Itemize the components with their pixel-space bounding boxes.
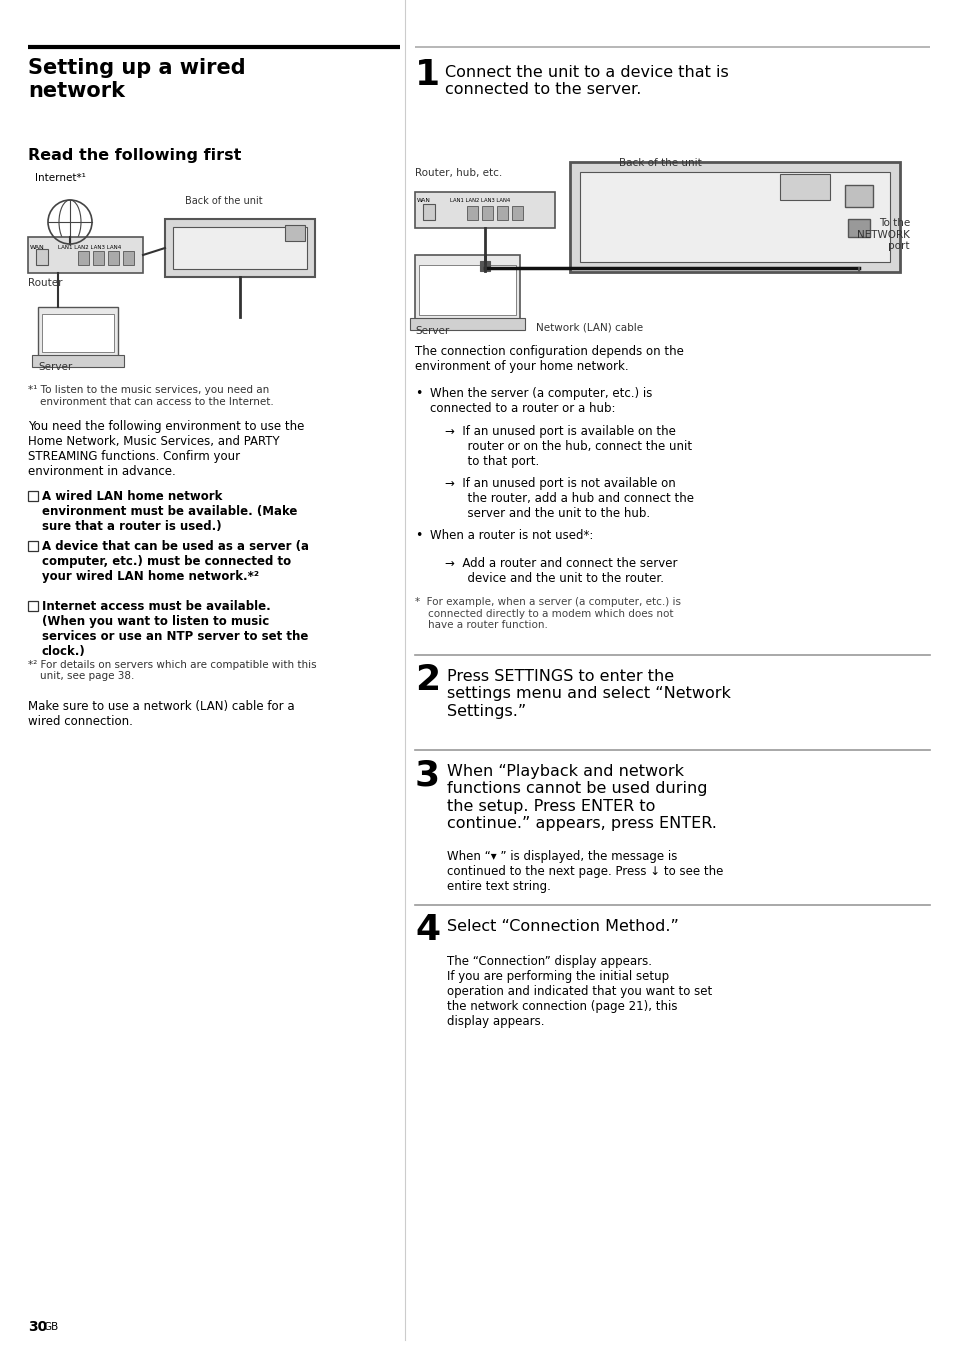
FancyBboxPatch shape <box>410 318 524 330</box>
Text: WAN: WAN <box>416 197 431 203</box>
Text: Server: Server <box>415 326 449 337</box>
Text: When the server (a computer, etc.) is
connected to a router or a hub:: When the server (a computer, etc.) is co… <box>430 387 652 415</box>
Bar <box>512 206 522 220</box>
Bar <box>28 491 38 502</box>
Bar <box>780 174 829 200</box>
FancyBboxPatch shape <box>32 356 124 366</box>
Text: GB: GB <box>43 1322 58 1332</box>
Text: Server: Server <box>38 362 72 372</box>
Text: *² For details on servers which are compatible with this: *² For details on servers which are comp… <box>28 660 316 671</box>
Bar <box>108 251 119 265</box>
Text: WAN: WAN <box>30 245 45 250</box>
Text: Internet*¹: Internet*¹ <box>35 173 86 183</box>
Text: The connection configuration depends on the
environment of your home network.: The connection configuration depends on … <box>415 345 683 373</box>
Text: 30: 30 <box>28 1320 48 1334</box>
Text: 1: 1 <box>415 58 439 92</box>
Bar <box>123 251 133 265</box>
Text: When a router is not used*:: When a router is not used*: <box>430 529 593 542</box>
Text: Setting up a wired
network: Setting up a wired network <box>28 58 245 101</box>
FancyBboxPatch shape <box>28 237 143 273</box>
Text: Connect the unit to a device that is
connected to the server.: Connect the unit to a device that is con… <box>444 65 728 97</box>
Text: To the
NETWORK
port: To the NETWORK port <box>856 218 909 251</box>
FancyBboxPatch shape <box>42 314 113 352</box>
Text: Router: Router <box>28 279 63 288</box>
Bar <box>28 602 38 611</box>
FancyBboxPatch shape <box>415 192 555 228</box>
Bar <box>467 206 477 220</box>
Text: 3: 3 <box>415 758 439 792</box>
Text: Make sure to use a network (LAN) cable for a
wired connection.: Make sure to use a network (LAN) cable f… <box>28 700 294 727</box>
FancyBboxPatch shape <box>415 256 519 320</box>
Text: *  For example, when a server (a computer, etc.) is
    connected directly to a : * For example, when a server (a computer… <box>415 598 680 630</box>
Text: The “Connection” display appears.
If you are performing the initial setup
operat: The “Connection” display appears. If you… <box>447 955 712 1028</box>
Bar <box>78 251 89 265</box>
Text: You need the following environment to use the
Home Network, Music Services, and : You need the following environment to us… <box>28 420 304 479</box>
Text: •: • <box>415 387 422 400</box>
Text: Read the following first: Read the following first <box>28 147 241 164</box>
Text: Router, hub, etc.: Router, hub, etc. <box>415 168 501 178</box>
Bar <box>36 249 48 265</box>
Bar <box>422 204 435 220</box>
FancyBboxPatch shape <box>579 172 889 262</box>
Text: When “Playback and network
functions cannot be used during
the setup. Press ENTE: When “Playback and network functions can… <box>447 764 716 831</box>
Text: Network (LAN) cable: Network (LAN) cable <box>536 322 643 333</box>
Text: *¹ To listen to the music services, you need an: *¹ To listen to the music services, you … <box>28 385 269 395</box>
FancyBboxPatch shape <box>172 227 307 269</box>
Bar <box>285 224 305 241</box>
Bar <box>479 261 490 270</box>
Text: Select “Connection Method.”: Select “Connection Method.” <box>447 919 679 934</box>
Text: →  If an unused port is available on the
      router or on the hub, connect the: → If an unused port is available on the … <box>444 425 691 468</box>
Text: →  If an unused port is not available on
      the router, add a hub and connect: → If an unused port is not available on … <box>444 477 693 521</box>
FancyBboxPatch shape <box>418 265 516 315</box>
Text: When “▾ ” is displayed, the message is
continued to the next page. Press ↓ to se: When “▾ ” is displayed, the message is c… <box>447 850 722 894</box>
Text: LAN1 LAN2 LAN3 LAN4: LAN1 LAN2 LAN3 LAN4 <box>58 245 121 250</box>
Bar <box>497 206 507 220</box>
Bar <box>92 251 104 265</box>
Bar <box>847 219 869 237</box>
Text: Press SETTINGS to enter the
settings menu and select “Network
Settings.”: Press SETTINGS to enter the settings men… <box>447 669 730 719</box>
Text: 4: 4 <box>415 913 439 946</box>
Text: unit, see page 38.: unit, see page 38. <box>40 671 134 681</box>
Bar <box>844 185 872 207</box>
Text: →  Add a router and connect the server
      device and the unit to the router.: → Add a router and connect the server de… <box>444 557 677 585</box>
Bar <box>481 206 493 220</box>
FancyBboxPatch shape <box>569 162 899 272</box>
FancyBboxPatch shape <box>38 307 118 357</box>
Text: environment that can access to the Internet.: environment that can access to the Inter… <box>40 397 274 407</box>
Bar <box>28 541 38 552</box>
Text: Back of the unit: Back of the unit <box>185 196 262 206</box>
FancyBboxPatch shape <box>165 219 314 277</box>
Text: Back of the unit: Back of the unit <box>618 158 700 168</box>
Text: •: • <box>415 529 422 542</box>
Text: LAN1 LAN2 LAN3 LAN4: LAN1 LAN2 LAN3 LAN4 <box>450 197 510 203</box>
Text: A device that can be used as a server (a
computer, etc.) must be connected to
yo: A device that can be used as a server (a… <box>42 539 309 583</box>
Text: 2: 2 <box>415 662 439 698</box>
Text: Internet access must be available.
(When you want to listen to music
services or: Internet access must be available. (When… <box>42 600 308 658</box>
Text: A wired LAN home network
environment must be available. (Make
sure that a router: A wired LAN home network environment mus… <box>42 489 297 533</box>
